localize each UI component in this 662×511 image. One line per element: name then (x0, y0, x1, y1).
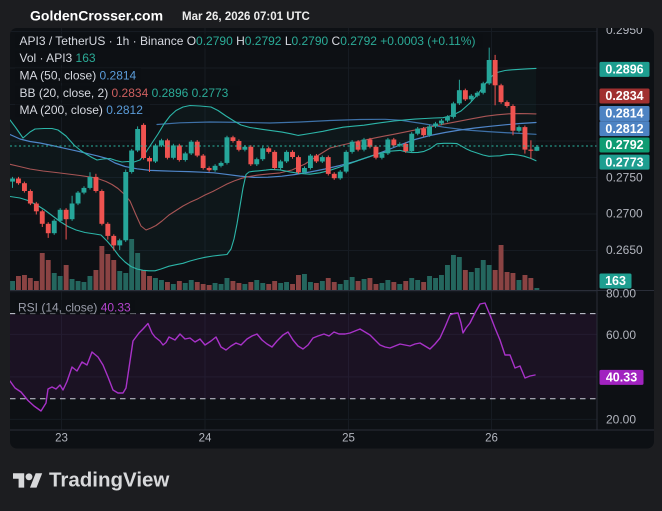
svg-text:0.2950: 0.2950 (606, 23, 643, 37)
svg-text:23: 23 (55, 433, 68, 445)
svg-text:Mar 26, 2026 07:01 UTC: Mar 26, 2026 07:01 UTC (182, 11, 310, 23)
svg-text:26: 26 (485, 433, 498, 445)
svg-text:Vol · API3 163: Vol · API3 163 (20, 51, 96, 65)
svg-text:GoldenCrosser.com: GoldenCrosser.com (30, 8, 163, 24)
svg-text:MA (200, close) 0.2812: MA (200, close) 0.2812 (20, 103, 144, 117)
svg-text:0.2650: 0.2650 (606, 243, 643, 257)
svg-text:0.2814: 0.2814 (605, 107, 643, 121)
svg-text:0.2812: 0.2812 (605, 122, 643, 136)
svg-text:60.00: 60.00 (606, 328, 636, 342)
svg-text:TradingView: TradingView (49, 469, 169, 492)
svg-text:0.2773: 0.2773 (605, 155, 643, 169)
svg-text:0.2792: 0.2792 (605, 138, 643, 152)
svg-text:RSI (14, close) 40.33: RSI (14, close) 40.33 (18, 301, 131, 315)
svg-text:20.00: 20.00 (606, 413, 636, 427)
svg-text:MA (50, close) 0.2814: MA (50, close) 0.2814 (20, 69, 137, 83)
svg-text:24: 24 (199, 433, 212, 445)
svg-text:0.2896: 0.2896 (605, 63, 643, 77)
svg-text:80.00: 80.00 (606, 287, 636, 301)
svg-text:25: 25 (342, 433, 355, 445)
svg-text:0.2834: 0.2834 (605, 89, 643, 103)
svg-text:40.33: 40.33 (606, 371, 637, 385)
svg-text:0.2700: 0.2700 (606, 207, 643, 221)
svg-text:BB (20, close, 2) 0.2834 0.2: BB (20, close, 2) 0.2834 0.2896 0.2773 (20, 86, 229, 100)
svg-text:163: 163 (605, 274, 626, 288)
svg-text:0.2750: 0.2750 (606, 170, 643, 184)
svg-text:API3 / TetherUS · 1h · Binance: API3 / TetherUS · 1h · Binance O0.2790 H… (20, 34, 476, 48)
